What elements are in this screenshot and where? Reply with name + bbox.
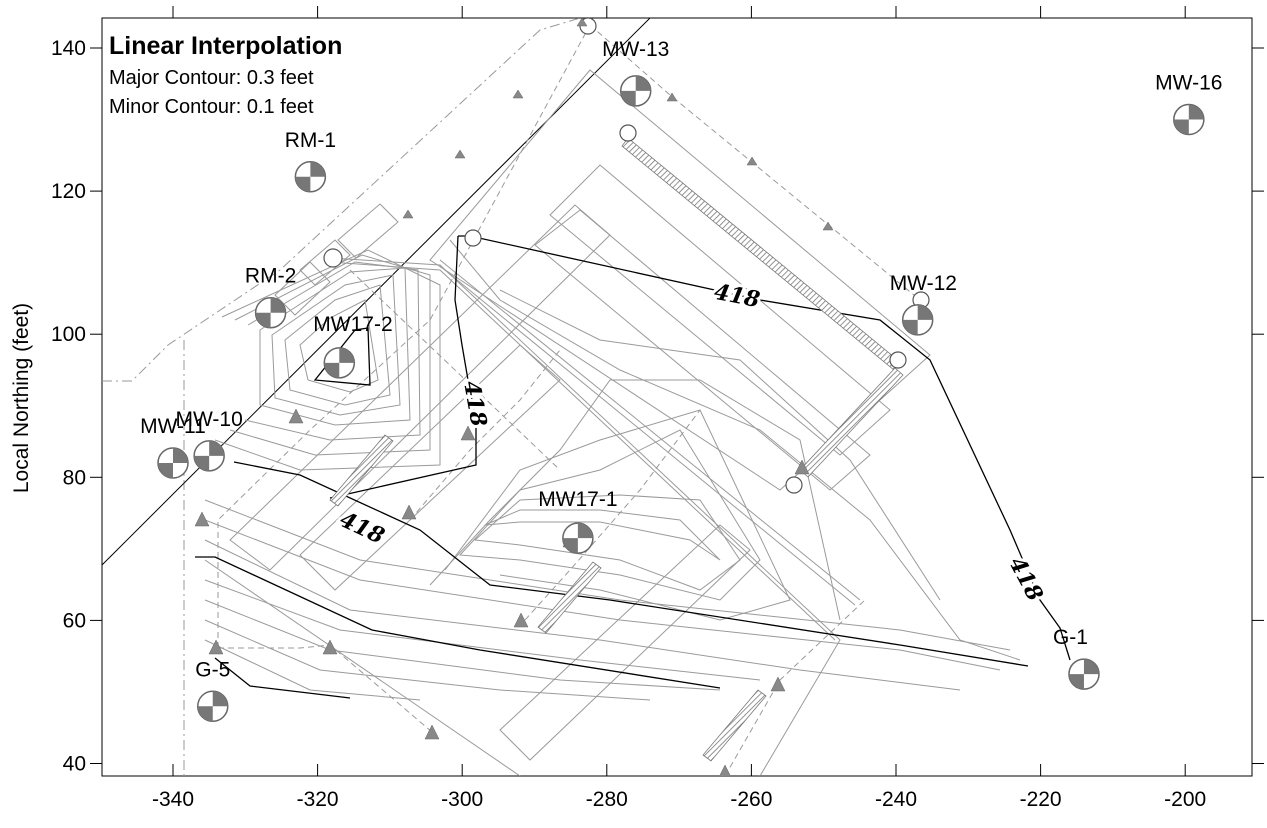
plot-frame: [101, 17, 1253, 777]
well-quadrant: [270, 297, 286, 313]
y-tick-label: 140: [51, 37, 86, 60]
y-tick-label: 80: [63, 466, 86, 489]
well-quadrant: [577, 523, 593, 539]
well-quadrant: [173, 447, 188, 463]
site-boundary-line: [102, 18, 651, 566]
well-quadrant: [158, 462, 173, 478]
utility-lines: [217, 24, 921, 776]
well-mw17-2[interactable]: MW17-2: [313, 313, 393, 379]
map-content: 418 418 418 418 MW-13 MW-16 RM-1 RM-2 MW17-2…: [102, 18, 1222, 776]
well-label: MW-13: [602, 38, 669, 61]
well-g-5[interactable]: G-5: [195, 658, 230, 723]
contour-label: 418: [1004, 553, 1049, 606]
contour-label: 418: [712, 279, 762, 313]
well-quadrant: [209, 440, 225, 456]
legend: Linear Interpolation Major Contour: 0.3 …: [109, 32, 342, 118]
well-label: MW17-2: [313, 313, 392, 336]
well-label: MW-16: [1155, 72, 1222, 95]
well-quadrant: [310, 161, 326, 177]
x-tick-label: -200: [1164, 788, 1206, 811]
well-mw-12[interactable]: MW-12: [890, 272, 957, 336]
well-label: RM-2: [245, 265, 296, 288]
well-quadrant: [635, 75, 651, 91]
major-contours: [195, 235, 1071, 699]
well-g-1[interactable]: G-1: [1053, 626, 1100, 690]
well-quadrant: [339, 347, 355, 363]
well-quadrant: [255, 312, 271, 328]
well-quadrant: [1173, 119, 1189, 135]
well-quadrant: [194, 455, 210, 471]
well-quadrant: [212, 691, 228, 707]
well-rm-1[interactable]: RM-1: [285, 129, 336, 193]
well-quadrant: [902, 319, 918, 335]
well-label: MW-11: [140, 415, 206, 438]
contour-label: 418: [336, 507, 389, 550]
hatched-features: [329, 137, 904, 762]
minor-contours: [204, 239, 1021, 701]
well-rm-2[interactable]: RM-2: [245, 265, 296, 329]
x-tick-label: -240: [875, 788, 917, 811]
well-label: RM-1: [285, 129, 336, 152]
well-quadrant: [917, 304, 933, 320]
well-quadrant: [295, 176, 311, 192]
well-quadrant: [562, 538, 578, 554]
well-mw17-1[interactable]: MW17-1: [538, 488, 618, 554]
well-quadrant: [197, 706, 213, 722]
well-quadrant: [324, 362, 340, 378]
x-tick-label: -300: [441, 788, 483, 811]
well-label: G-1: [1053, 626, 1088, 649]
x-tick-label: -280: [586, 788, 628, 811]
legend-major-contour: Major Contour: 0.3 feet: [109, 67, 314, 89]
well-label: MW17-1: [538, 488, 617, 511]
legend-title: Linear Interpolation: [109, 32, 342, 60]
y-tick-label: 40: [63, 753, 86, 776]
x-tick-label: -220: [1020, 788, 1062, 811]
x-tick-labels: -340 -320 -300 -280 -260 -240 -220 -200: [152, 788, 1206, 811]
y-tick-labels: 40 60 80 100 120 140: [51, 37, 86, 776]
x-tick-label: -320: [297, 788, 339, 811]
y-axis-title: Local Northing (feet): [10, 303, 33, 493]
well-mw-10[interactable]: MW-10: [176, 408, 243, 472]
well-mw-13[interactable]: MW-13: [602, 38, 669, 107]
x-tick-label: -340: [152, 788, 194, 811]
well-mw-11[interactable]: MW-11: [140, 415, 206, 479]
well-label: MW-10: [176, 408, 243, 431]
x-tick-label: -260: [730, 788, 772, 811]
y-tick-label: 120: [51, 180, 86, 203]
well-quadrant: [620, 90, 636, 106]
well-label: MW-12: [890, 272, 957, 295]
axis-ticks: [90, 6, 1264, 776]
y-tick-label: 100: [51, 323, 86, 346]
well-quadrant: [1083, 659, 1099, 675]
well-quadrant: [1068, 674, 1084, 690]
y-tick-label: 60: [63, 609, 86, 632]
contour-label: 418: [458, 379, 492, 429]
well-mw-16[interactable]: MW-16: [1155, 72, 1222, 136]
property-boundary: [102, 18, 581, 382]
legend-minor-contour: Minor Contour: 0.1 feet: [109, 96, 314, 118]
contour-labels: 418 418 418 418: [333, 276, 1051, 609]
well-label: G-5: [195, 658, 230, 681]
well-quadrant: [1188, 104, 1204, 120]
